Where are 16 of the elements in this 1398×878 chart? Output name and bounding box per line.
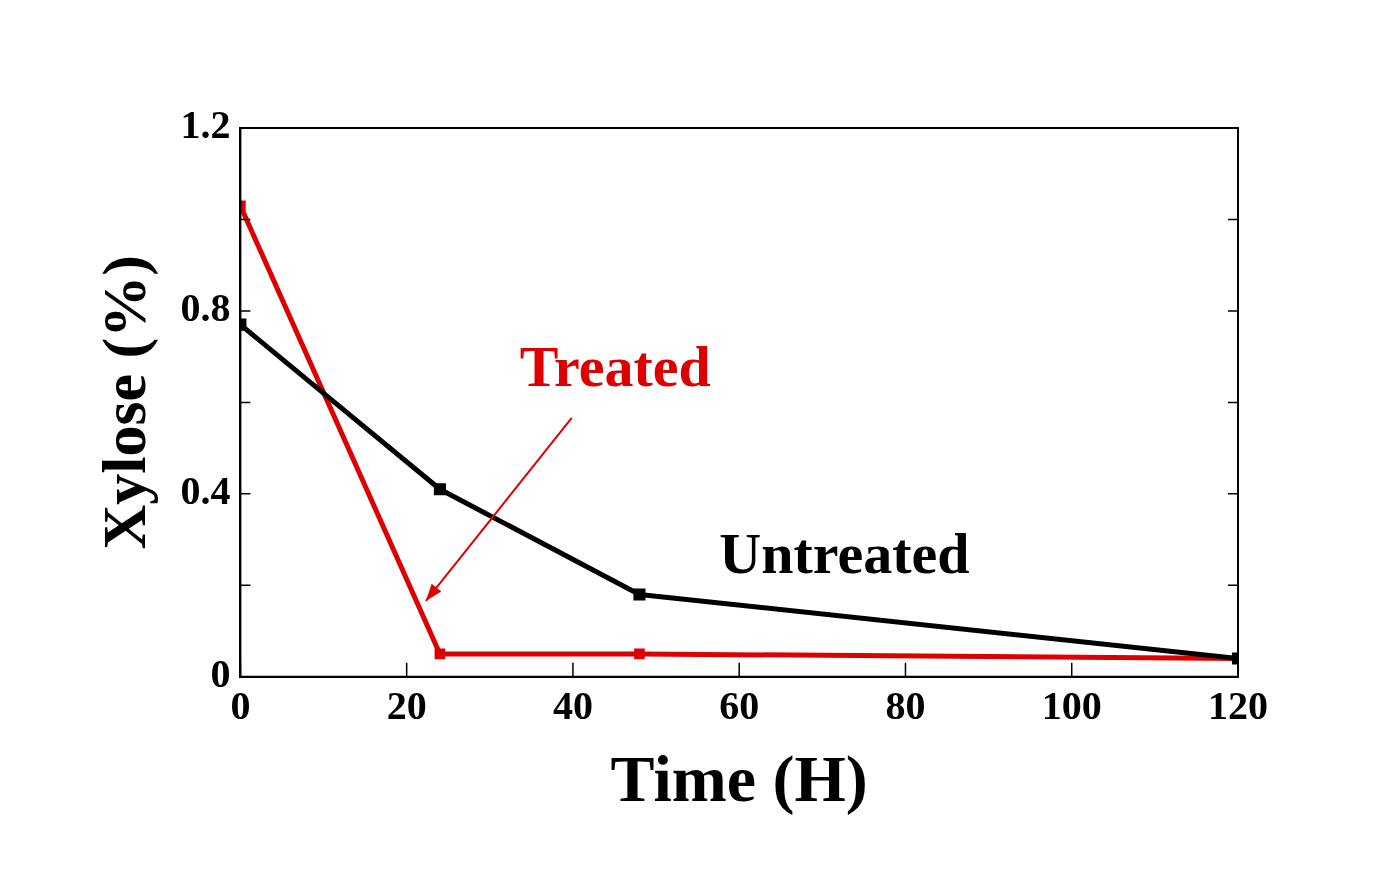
y-tick-label: 0.8: [180, 285, 231, 331]
point: [434, 648, 446, 660]
y-tick-label: 0: [210, 651, 231, 697]
series-label: Untreated: [719, 520, 970, 586]
x-axis-title: Time (H): [610, 742, 868, 817]
text: Treated: [519, 333, 711, 399]
y-tick-label: 0.4: [180, 468, 231, 514]
y-tick-label: 1.2: [180, 102, 231, 148]
x-tick-label: 100: [1041, 683, 1102, 729]
point: [634, 648, 645, 660]
x-tick-label: 60: [719, 683, 760, 729]
x-tick-label: 120: [1208, 683, 1268, 729]
x-tick-label: 80: [885, 683, 926, 729]
y-axis-title: Xylose (%): [90, 255, 160, 550]
x-tick-label: 40: [552, 683, 593, 729]
x-tick-label: 20: [386, 683, 427, 729]
